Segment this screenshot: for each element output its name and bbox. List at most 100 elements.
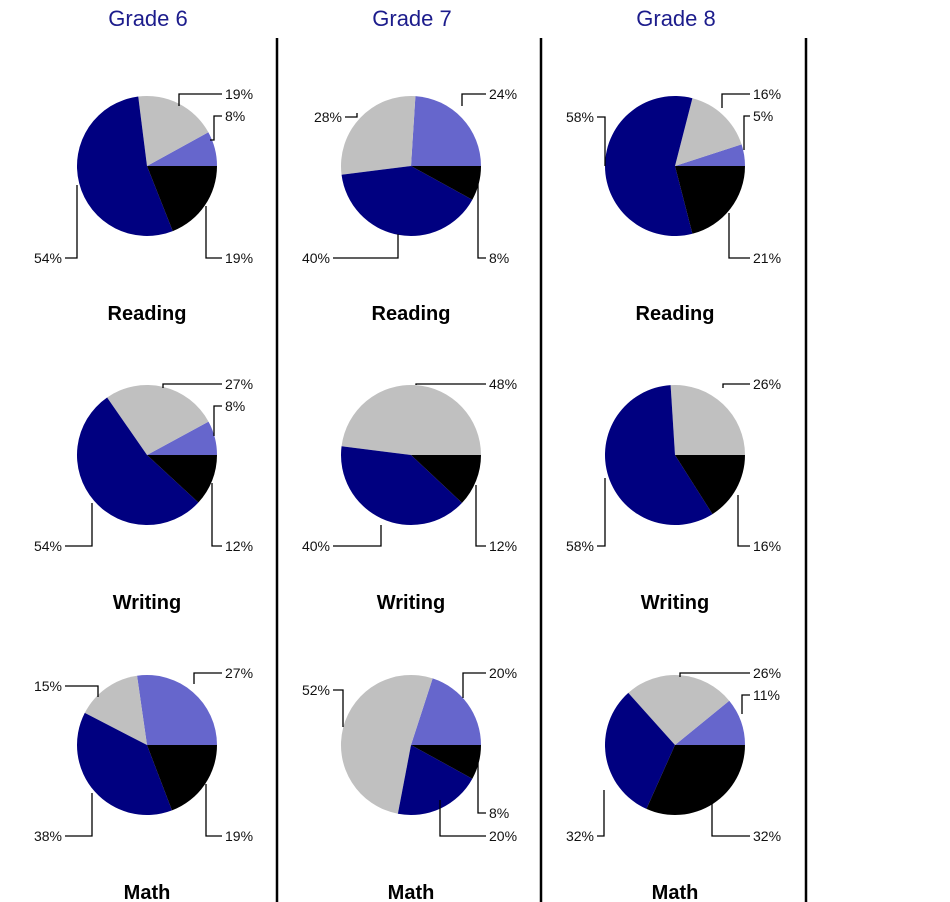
subject-title: Writing xyxy=(377,592,446,614)
leader-line xyxy=(741,694,750,714)
slice-label: 12% xyxy=(489,538,517,554)
slice-label: 28% xyxy=(314,109,342,125)
pie-slice xyxy=(107,385,209,455)
slice-label: 12% xyxy=(225,538,253,554)
leader-line xyxy=(477,184,486,259)
slice-label: 8% xyxy=(225,108,245,124)
pie-slice xyxy=(340,96,416,175)
pie-slice xyxy=(341,384,481,455)
slice-label: 54% xyxy=(34,250,62,266)
slice-label: 19% xyxy=(225,250,253,266)
slice-label: 52% xyxy=(302,682,330,698)
slice-label: 40% xyxy=(302,538,330,554)
pie-slice xyxy=(604,96,693,236)
slice-label: 40% xyxy=(302,250,330,266)
leader-line xyxy=(722,383,750,388)
leader-line xyxy=(597,790,605,837)
grade-8-header: Grade 8 xyxy=(636,6,716,31)
pie-slice xyxy=(628,674,730,745)
pie-slice xyxy=(604,692,675,809)
leader-line xyxy=(333,234,399,259)
slice-label: 20% xyxy=(489,828,517,844)
leader-line xyxy=(65,503,93,547)
leader-line xyxy=(743,115,750,150)
pie-slice xyxy=(76,96,173,236)
slice-label: 20% xyxy=(489,665,517,681)
slice-label: 16% xyxy=(753,538,781,554)
leader-line xyxy=(333,525,382,547)
leader-line xyxy=(711,802,750,837)
pie-slice xyxy=(675,98,742,166)
pie-slice xyxy=(76,712,172,816)
leader-line xyxy=(439,800,486,837)
slice-label: 48% xyxy=(489,376,517,392)
leader-line xyxy=(162,383,222,388)
leader-line xyxy=(65,185,78,259)
pie-slice xyxy=(675,700,745,745)
pie-slice xyxy=(138,95,209,166)
leader-line xyxy=(461,93,486,106)
pie-chart-writing-grade-8: 58% 26% 16% Writing xyxy=(566,376,781,614)
leader-line xyxy=(462,672,486,698)
pie-chart-math-grade-8: 32% 26% 11% 32% Math xyxy=(566,665,781,902)
slice-label: 11% xyxy=(753,687,780,703)
pie-slice xyxy=(411,745,481,779)
leader-line xyxy=(597,478,606,547)
leader-line xyxy=(679,672,750,677)
leader-line xyxy=(65,685,99,697)
leader-line xyxy=(65,793,93,837)
leader-line xyxy=(211,483,222,547)
subject-title: Math xyxy=(124,882,171,902)
subject-title: Reading xyxy=(108,303,187,325)
leader-line xyxy=(205,784,222,837)
pie-slice xyxy=(411,96,481,166)
slice-label: 54% xyxy=(34,538,62,554)
slice-label: 8% xyxy=(489,250,509,266)
leader-line xyxy=(345,113,358,118)
pie-chart-reading-grade-6: 54% 19% 8% 19% Reading xyxy=(34,86,253,325)
pie-slice xyxy=(147,421,217,455)
pie-slice xyxy=(670,385,745,455)
slice-label: 19% xyxy=(225,828,253,844)
pie-slice xyxy=(340,446,463,526)
pie-chart-reading-grade-7: 40% 28% 24% 8% Reading xyxy=(302,86,517,325)
slice-label: 38% xyxy=(34,828,62,844)
slice-label: 26% xyxy=(753,376,781,392)
pie-slice xyxy=(147,132,217,166)
subject-title: Reading xyxy=(372,303,451,325)
leader-line xyxy=(737,495,750,547)
leader-line xyxy=(213,405,222,436)
pie-slice xyxy=(675,455,745,515)
pie-slice xyxy=(147,166,217,232)
slice-label: 58% xyxy=(566,538,594,554)
pie-slice xyxy=(411,455,481,503)
pie-slice xyxy=(675,166,745,234)
grade-6-header: Grade 6 xyxy=(108,6,188,31)
slice-label: 32% xyxy=(753,828,781,844)
pie-chart-writing-grade-6: 54% 27% 8% 12% Writing xyxy=(34,376,253,614)
subject-title: Math xyxy=(652,882,699,902)
pie-slice xyxy=(675,144,745,166)
leader-line xyxy=(477,763,486,814)
pie-chart-writing-grade-7: 40% 48% 12% Writing xyxy=(302,376,517,614)
slice-label: 21% xyxy=(753,250,781,266)
pie-slice xyxy=(411,678,481,745)
leader-line xyxy=(205,206,222,259)
pie-slice xyxy=(147,455,217,503)
slice-label: 24% xyxy=(489,86,517,102)
leader-line xyxy=(728,213,750,259)
leader-line xyxy=(178,93,222,106)
slice-label: 8% xyxy=(489,805,509,821)
slice-label: 32% xyxy=(566,828,594,844)
subject-title: Writing xyxy=(113,592,182,614)
slice-label: 27% xyxy=(225,665,253,681)
slice-label: 5% xyxy=(753,108,773,124)
pie-slice xyxy=(340,674,433,814)
pie-chart-reading-grade-8: 58% 16% 5% 21% Reading xyxy=(566,86,781,325)
leader-line xyxy=(210,115,222,141)
grade-7-header: Grade 7 xyxy=(372,6,452,31)
pie-slice xyxy=(397,745,473,815)
slice-label: 16% xyxy=(753,86,781,102)
slice-label: 26% xyxy=(753,665,781,681)
pie-slice xyxy=(604,385,713,526)
